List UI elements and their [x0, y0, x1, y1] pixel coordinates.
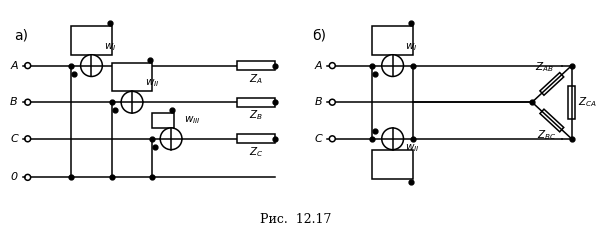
Text: $Z_{CA}$: $Z_{CA}$	[578, 95, 596, 109]
Text: А: А	[315, 61, 322, 71]
Text: А: А	[10, 61, 18, 71]
Text: Рис.  12.17: Рис. 12.17	[260, 213, 331, 226]
Bar	[540, 72, 564, 95]
Text: $w_{II}$: $w_{II}$	[405, 142, 420, 154]
Bar	[237, 98, 275, 107]
Text: С: С	[315, 134, 322, 144]
Circle shape	[25, 63, 30, 69]
Circle shape	[81, 55, 102, 77]
Circle shape	[25, 174, 30, 180]
Circle shape	[121, 91, 143, 113]
Bar	[372, 150, 413, 179]
Bar	[237, 61, 275, 70]
Circle shape	[25, 136, 30, 142]
Bar	[112, 63, 152, 91]
Text: $Z_{BC}$: $Z_{BC}$	[537, 128, 557, 142]
Bar	[71, 26, 112, 55]
Circle shape	[329, 136, 335, 142]
Bar	[540, 109, 564, 132]
Circle shape	[329, 99, 335, 105]
Bar	[237, 134, 275, 143]
Text: $w_I$: $w_I$	[104, 41, 117, 53]
Text: $Z_A$: $Z_A$	[249, 72, 263, 86]
Text: С: С	[10, 134, 18, 144]
Text: В: В	[315, 97, 322, 107]
Text: $Z_{AB}$: $Z_{AB}$	[535, 60, 553, 74]
Circle shape	[329, 63, 335, 69]
Circle shape	[382, 128, 404, 150]
Circle shape	[25, 99, 30, 105]
Text: $w_{III}$: $w_{III}$	[184, 114, 201, 126]
Circle shape	[160, 128, 182, 150]
Circle shape	[382, 55, 404, 77]
Text: $w_{II}$: $w_{II}$	[145, 78, 160, 89]
Text: 0: 0	[11, 172, 18, 182]
Text: б): б)	[313, 28, 327, 42]
Bar	[568, 86, 575, 119]
Text: В: В	[10, 97, 18, 107]
Bar	[372, 26, 413, 55]
Text: $Z_C$: $Z_C$	[249, 145, 263, 159]
Text: а): а)	[14, 28, 28, 42]
Text: $Z_B$: $Z_B$	[249, 109, 263, 122]
Text: $w_I$: $w_I$	[405, 41, 418, 53]
Bar	[152, 113, 174, 128]
